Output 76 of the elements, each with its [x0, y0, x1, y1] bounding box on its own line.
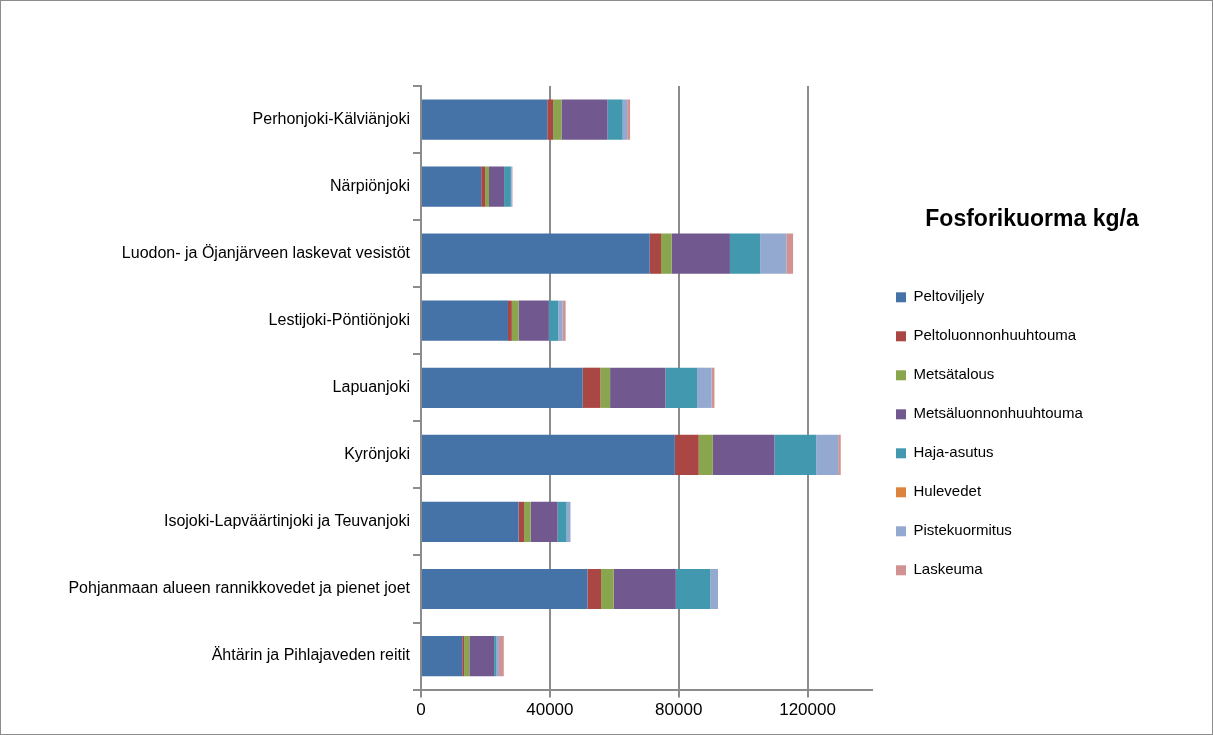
y-tick-label: Lapuanjoki: [332, 378, 410, 396]
bar: [553, 99, 562, 140]
legend-label: Metsätalous: [913, 365, 995, 383]
bar: [548, 300, 559, 341]
bar: [485, 166, 489, 207]
x-tick-label: 120000: [779, 700, 836, 720]
y-tick-label: Isojoki-Lapväärtinjoki ja Teuvanjoki: [163, 512, 410, 530]
bar: [422, 99, 548, 140]
y-tick-label: Lestijoki-Pöntiönjoki: [268, 311, 410, 329]
bar: [729, 233, 761, 274]
bar: [587, 568, 602, 610]
bar: [671, 233, 730, 274]
bar: [774, 434, 817, 475]
bar: [562, 300, 566, 341]
bar: [507, 300, 512, 341]
bar: [422, 166, 482, 207]
bar: [697, 367, 712, 408]
bar: [422, 635, 463, 677]
bar: [422, 434, 675, 475]
bar: [558, 300, 563, 341]
bar: [504, 166, 511, 207]
bar: [622, 99, 628, 140]
legend-label: Metsäluonnonhuuhtouma: [913, 404, 1084, 422]
bar: [557, 501, 567, 543]
legend-title: Fosforikuorma kg/a: [925, 205, 1139, 232]
bar: [607, 99, 623, 140]
bar: [665, 367, 698, 408]
bar: [481, 166, 486, 207]
y-tick-label: Närpiönjoki: [329, 177, 410, 195]
bar: [760, 233, 787, 274]
bar: [422, 233, 650, 274]
bar: [422, 367, 583, 408]
bar: [561, 99, 608, 140]
x-tick-label: 80000: [655, 700, 703, 720]
bar: [422, 568, 588, 610]
bar: [675, 568, 711, 610]
bar: [524, 501, 531, 543]
bar: [610, 367, 666, 408]
bar: [422, 501, 519, 543]
x-tick-label: 40000: [526, 700, 574, 720]
y-tick-label: Kyrönjoki: [344, 445, 410, 463]
legend-label: Hulevedet: [913, 482, 982, 500]
bar: [838, 434, 841, 475]
legend-label: Peltoviljely: [913, 287, 985, 305]
bar: [712, 434, 775, 475]
legend-label: Haja-asutus: [913, 443, 994, 461]
bar: [698, 434, 713, 475]
y-tick-label: Pohjanmaan alueen rannikkovedet ja pienet joet: [68, 579, 411, 597]
bar: [674, 434, 699, 475]
bar: [600, 367, 611, 408]
bar: [511, 300, 519, 341]
x-tick-label: 0: [416, 700, 426, 720]
bar: [627, 99, 631, 140]
bar: [464, 635, 470, 677]
bar: [649, 233, 661, 274]
bar: [498, 635, 504, 677]
y-tick-label: Luodon- ja Öjanjärveen laskevat vesistöt: [121, 244, 411, 262]
bar: [547, 99, 554, 140]
bar: [469, 635, 495, 677]
bar: [422, 300, 508, 341]
bar: [601, 568, 614, 610]
bar: [786, 233, 794, 274]
bar: [488, 166, 505, 207]
bar: [582, 367, 601, 408]
y-tick-label: Perhonjoki-Kälviänjoki: [252, 109, 410, 127]
legend-label: Pistekuormitus: [913, 521, 1012, 539]
bar: [710, 568, 719, 610]
legend-label: Peltoluonnonhuuhtouma: [913, 326, 1077, 344]
legend-label: Laskeuma: [913, 560, 984, 578]
bar: [518, 300, 549, 341]
bar: [518, 501, 525, 543]
y-tick-label: Ähtärin ja Pihlajaveden reitit: [211, 646, 411, 664]
bar: [816, 434, 839, 475]
bar: [661, 233, 672, 274]
bar: [530, 501, 558, 543]
bar: [613, 568, 676, 610]
